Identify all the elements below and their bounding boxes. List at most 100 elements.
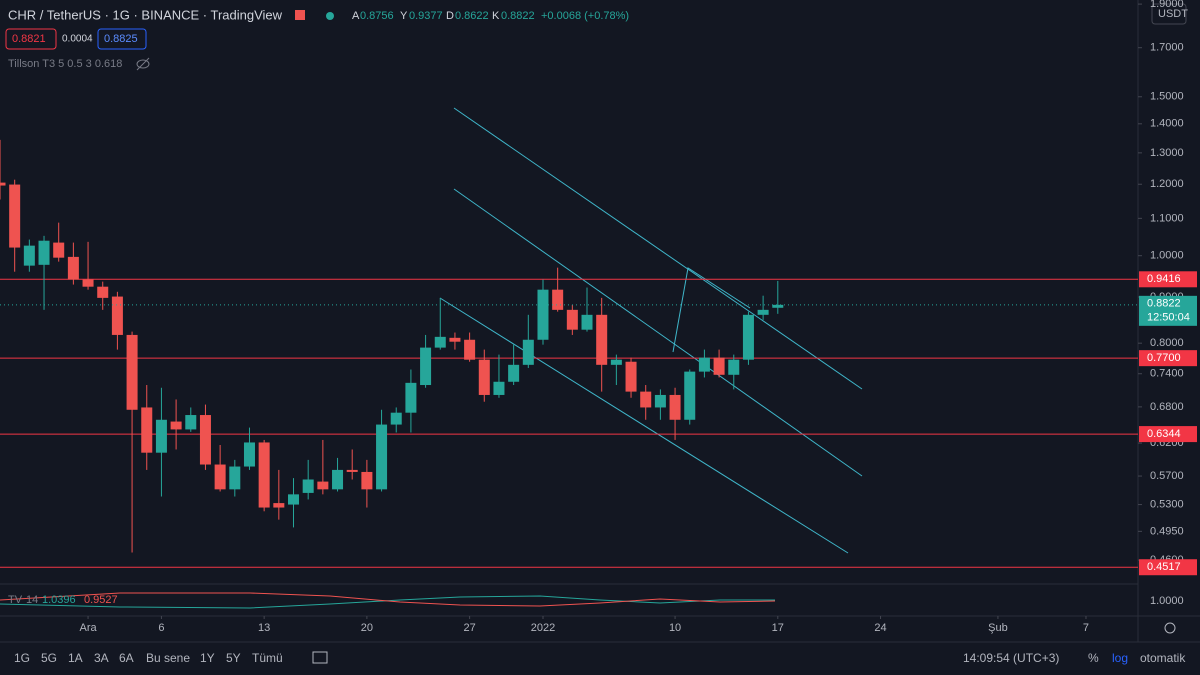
range-button[interactable]: 5Y (226, 651, 241, 665)
candle-body (155, 419, 167, 453)
x-tick-label: 17 (772, 622, 784, 634)
x-tick-label: 2022 (531, 622, 555, 634)
price-tag-label: 0.7700 (1147, 352, 1181, 364)
sell-button[interactable] (5, 28, 57, 50)
candle-body (757, 309, 769, 315)
candle-body (258, 442, 270, 508)
spread: 0.0004 (62, 34, 93, 45)
x-tick-label: 27 (463, 622, 475, 634)
candle-body (288, 494, 300, 505)
candle-body (493, 381, 505, 395)
candle-body (420, 347, 432, 386)
ohlc-change: +0.0068 (+0.78%) (541, 10, 629, 22)
hide-icon[interactable] (136, 59, 150, 69)
candle-body (669, 394, 681, 420)
y-tick-label: 1.9000 (1150, 0, 1184, 10)
candle-body (522, 339, 534, 365)
y-tick-label: 1.2000 (1150, 178, 1184, 190)
candle-body (346, 469, 358, 472)
x-tick-label: Ara (79, 622, 97, 634)
range-button[interactable]: 1G (14, 651, 30, 665)
range-button[interactable]: Tümü (252, 651, 283, 665)
candle-body (23, 245, 35, 266)
candle-body (728, 359, 740, 375)
candle-body (170, 421, 182, 430)
candle-body (742, 314, 754, 360)
candle-body (38, 240, 50, 265)
candle-body (243, 442, 255, 467)
candle-body (361, 471, 373, 490)
candle-body (0, 182, 6, 186)
x-tick-label: 6 (158, 622, 164, 634)
y-tick-label: 0.4950 (1150, 525, 1184, 537)
trend-line (439, 297, 849, 554)
pane-value: 1.0396 (42, 594, 76, 606)
candle-body (214, 464, 226, 490)
y-tick-label: 0.7400 (1150, 368, 1184, 380)
candle-body (53, 242, 65, 258)
ohlc-label: K (492, 10, 500, 22)
candle-body (273, 503, 285, 508)
range-button[interactable]: 3A (94, 651, 109, 665)
pane-tick-label: 1.0000 (1150, 595, 1184, 607)
date-range-icon[interactable] (312, 651, 328, 664)
candle-body (332, 469, 344, 490)
buy-price[interactable]: 0.8825 (104, 33, 138, 45)
ohlc-value: 0.8622 (455, 10, 489, 22)
candle-body (376, 424, 388, 490)
range-button[interactable]: 5G (41, 651, 57, 665)
x-tick-label: 10 (669, 622, 681, 634)
candle-body (126, 334, 138, 410)
range-button[interactable]: 6A (119, 651, 134, 665)
ohlc-value: 0.8756 (360, 10, 394, 22)
candle-body (698, 357, 710, 372)
candle-body (596, 314, 608, 365)
candle-body (111, 296, 123, 335)
range-button[interactable]: Bu sene (146, 651, 190, 665)
clock: 14:09:54 (UTC+3) (963, 651, 1059, 665)
candle-body (9, 184, 21, 248)
candle-body (199, 415, 211, 465)
last-price-label: 0.8822 (1147, 298, 1181, 310)
candle-body (464, 339, 476, 360)
candle-body (713, 357, 725, 375)
y-tick-label: 0.5300 (1150, 498, 1184, 510)
candle-body (434, 336, 446, 348)
flag-icon[interactable] (295, 10, 305, 20)
x-tick-label: 7 (1083, 622, 1089, 634)
candle-body (302, 479, 314, 493)
status-dot (326, 12, 334, 20)
range-button[interactable]: 1Y (200, 651, 215, 665)
price-tag (1139, 559, 1197, 576)
price-tag-label: 0.6344 (1147, 428, 1181, 440)
candle-body (537, 289, 549, 340)
candle-body (625, 361, 637, 392)
settings-icon[interactable] (1164, 622, 1176, 634)
indicator-line (0, 595, 775, 609)
x-tick-label: 24 (874, 622, 886, 634)
y-tick-label: 0.8000 (1150, 337, 1184, 349)
x-tick-label: Şub (988, 622, 1008, 634)
price-tag (1139, 350, 1197, 367)
currency[interactable]: USDT (1158, 8, 1188, 20)
sell-price[interactable]: 0.8821 (12, 33, 46, 45)
ohlc-label: Y (400, 10, 408, 22)
candle-body (581, 314, 593, 330)
candle-body (640, 391, 652, 408)
price-tag (1139, 426, 1197, 443)
buy-button[interactable] (97, 28, 147, 50)
candle-body (185, 415, 197, 430)
range-button[interactable]: 1A (68, 651, 83, 665)
ohlc-value: 0.9377 (409, 10, 443, 22)
y-tick-label: 1.0000 (1150, 250, 1184, 262)
trend-line (672, 267, 751, 353)
symbol-title: CHR / TetherUS · 1G · BINANCE · TradingV… (8, 7, 283, 22)
percent-button[interactable]: % (1088, 651, 1099, 665)
currency-button[interactable] (1151, 3, 1187, 25)
y-tick-label: 1.3000 (1150, 147, 1184, 159)
pane-value: 0.9527 (84, 594, 118, 606)
candle-body (141, 407, 153, 453)
auto-button[interactable]: otomatik (1140, 651, 1186, 665)
log-button[interactable]: log (1112, 651, 1128, 665)
